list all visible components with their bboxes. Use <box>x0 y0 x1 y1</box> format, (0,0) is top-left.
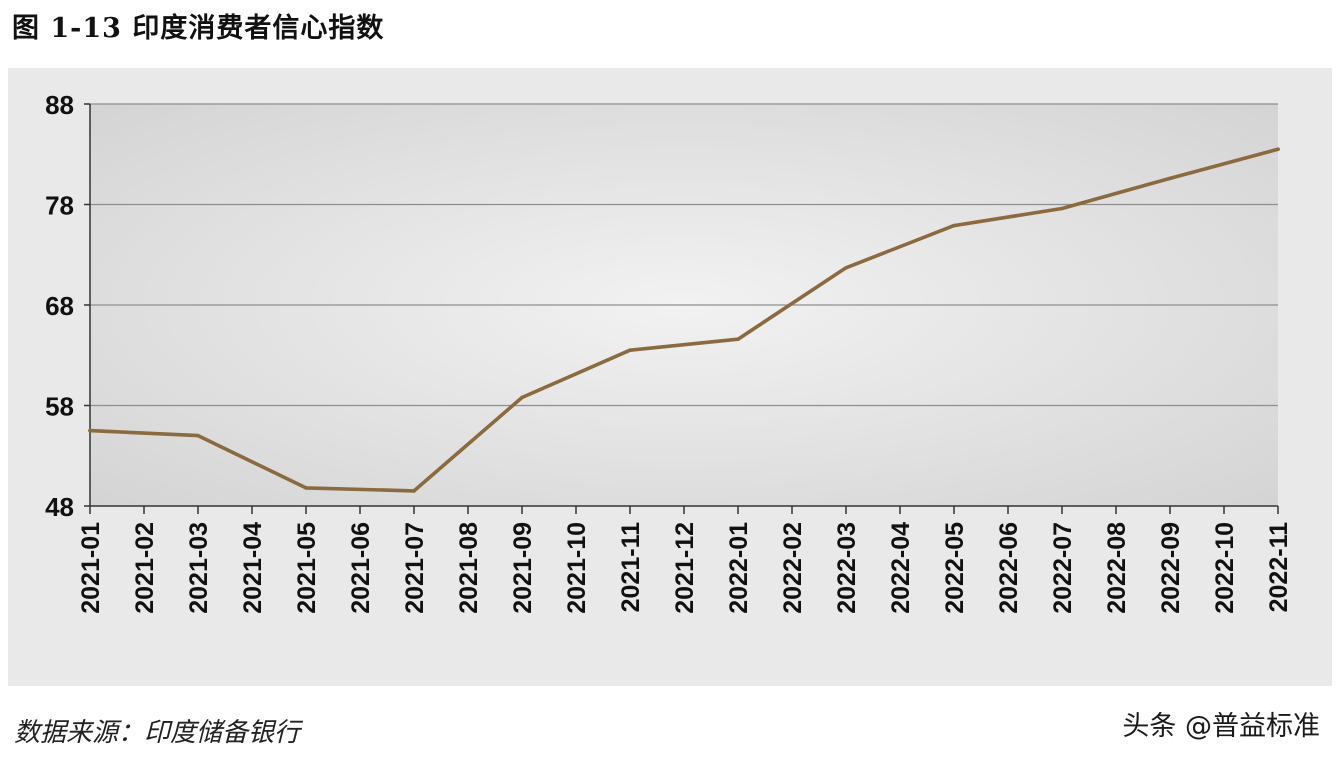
x-tick-label: 2022-05 <box>941 522 969 614</box>
x-tick-label: 2021-09 <box>509 522 537 614</box>
data-point <box>736 337 740 341</box>
data-point <box>412 489 416 493</box>
x-tick-label: 2021-07 <box>401 522 429 614</box>
data-point <box>1276 147 1280 152</box>
x-tick-labels: 2021-01 2021-02 2021-03 2021-04 2021-05 2021-… <box>77 522 1293 614</box>
data-point <box>88 428 92 433</box>
source-note: 数据来源：印度储备银行 <box>14 718 301 748</box>
x-tick-label: 2022-10 <box>1211 522 1239 614</box>
y-tick-label: 88 <box>45 90 74 120</box>
x-tick-label: 2022-04 <box>887 522 915 614</box>
y-tick-labels: 48 58 68 78 88 <box>45 90 74 522</box>
x-tick-label: 2022-03 <box>833 522 861 614</box>
data-point <box>844 266 848 270</box>
data-point <box>520 395 524 400</box>
chart-frame: 48 58 68 78 88 2021-01 2021-02 2021-03 2021-04 2… <box>8 68 1332 686</box>
x-tick-label: 2022-11 <box>1265 522 1293 612</box>
x-tick-label: 2021-06 <box>347 522 375 614</box>
y-tick-label: 78 <box>45 191 74 221</box>
data-point <box>628 348 632 353</box>
x-tick-label: 2022-01 <box>725 522 753 614</box>
data-point <box>1168 176 1172 181</box>
x-tick-label: 2021-04 <box>239 522 267 614</box>
x-tick-label: 2022-08 <box>1103 522 1131 614</box>
axes <box>84 103 1279 514</box>
x-tick-label: 2021-10 <box>563 522 591 614</box>
data-point <box>196 433 200 438</box>
x-tick-label: 2022-09 <box>1157 522 1185 614</box>
x-tick-label: 2021-08 <box>455 522 483 614</box>
x-tick-label: 2022-06 <box>995 522 1023 614</box>
x-tick-label: 2021-03 <box>185 522 213 614</box>
data-point <box>952 223 956 228</box>
x-tick-label: 2022-02 <box>779 522 807 614</box>
y-tick-label: 68 <box>45 291 74 321</box>
y-tick-label: 48 <box>45 492 74 522</box>
x-tick-label: 2021-11 <box>617 522 645 612</box>
x-tick-label: 2021-12 <box>671 522 699 614</box>
x-tick-label: 2021-05 <box>293 522 321 614</box>
figure-title: 图 1-13 印度消费者信心指数 <box>12 13 385 44</box>
series <box>88 147 1280 493</box>
series-line <box>88 147 1280 493</box>
x-tick-label: 2022-07 <box>1049 522 1077 614</box>
data-point <box>304 486 308 490</box>
watermark: 头条 @普益标准 <box>1122 711 1320 742</box>
y-tick-label: 58 <box>45 392 74 422</box>
data-point <box>1060 206 1064 211</box>
x-tick-label: 2021-01 <box>77 522 105 614</box>
x-tick-label: 2021-02 <box>131 522 159 614</box>
